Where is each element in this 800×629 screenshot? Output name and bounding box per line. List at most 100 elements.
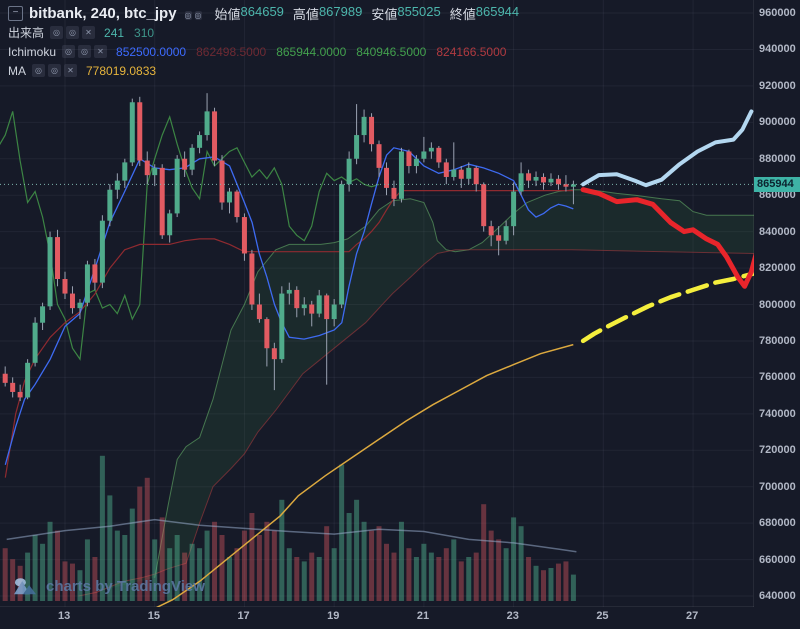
settings-icon[interactable]: ◎ xyxy=(78,45,92,58)
volume-bar xyxy=(2,548,8,601)
indicator-values: 778019.0833 xyxy=(86,64,166,78)
indicator-value: 862498.5000 xyxy=(196,44,267,59)
volume-bar xyxy=(271,530,277,601)
candle-up xyxy=(204,111,210,136)
volume-bar xyxy=(541,570,547,601)
collapse-legend-icon[interactable]: − xyxy=(8,6,23,21)
indicator-name[interactable]: 出来高 xyxy=(8,26,45,40)
volume-bar xyxy=(129,508,135,601)
volume-bar xyxy=(234,548,240,601)
senkou-a-line xyxy=(154,189,754,578)
senkou-b-line xyxy=(78,249,754,597)
candle-up xyxy=(421,151,427,159)
volume-bar xyxy=(451,539,457,601)
last-price-badge: 865944 xyxy=(754,176,800,192)
indicator-values: 852500.0000 862498.5000 865944.0000 840946.… xyxy=(116,45,516,59)
volume-bar xyxy=(122,535,128,601)
delete-icon[interactable]: ✕ xyxy=(64,64,77,77)
candle-up xyxy=(398,151,404,199)
drawing-red-trendline[interactable] xyxy=(580,187,756,289)
candle-down xyxy=(69,293,75,309)
price-axis[interactable]: 960000 940000 920000 900000 880000 860000 8400… xyxy=(754,0,800,607)
candle-up xyxy=(533,176,539,181)
volume-bar xyxy=(473,552,479,601)
candle-down xyxy=(458,169,464,179)
price-tick-label: 700000 xyxy=(759,480,796,493)
settings-icon[interactable]: ◎ xyxy=(48,64,61,77)
indicator-name[interactable]: MA xyxy=(8,63,26,78)
drawing-yellow-dashed-trendline[interactable] xyxy=(580,271,754,344)
visibility-icon[interactable]: ◎ xyxy=(62,45,76,58)
tradingview-watermark[interactable]: charts by TradingView xyxy=(12,575,205,597)
delete-icon[interactable]: ✕ xyxy=(94,45,108,58)
candle-down xyxy=(182,158,188,170)
volume-bar xyxy=(279,499,285,601)
volume-bar xyxy=(413,557,419,601)
tradingview-logo-icon xyxy=(14,578,36,595)
volume-bar xyxy=(496,539,502,601)
watermark-text: charts by TradingView xyxy=(46,577,205,595)
symbol-title[interactable]: bitbank, 240, btc_jpy xyxy=(29,5,177,22)
candle-up xyxy=(354,135,360,159)
volume-bar xyxy=(182,552,188,601)
volume-bar xyxy=(511,517,517,601)
visibility-icon[interactable]: ◎ xyxy=(32,64,45,77)
volume-bar xyxy=(436,557,442,601)
volume-bar xyxy=(488,530,494,601)
candle-down xyxy=(144,160,150,176)
settings-icon[interactable]: ◎ xyxy=(194,10,202,20)
candle-up xyxy=(518,173,524,192)
volume-bar xyxy=(398,521,404,601)
candle-down xyxy=(555,178,561,185)
indicator-rows: 出来高 ◎ ◎ ✕ 241 310 Ichimoku ◎ ◎ ✕ 852500.0000 862498… xyxy=(8,23,528,80)
candle-up xyxy=(548,178,554,183)
candle-up xyxy=(129,102,135,163)
ichimoku-cloud xyxy=(78,189,754,596)
time-tick-label: 19 xyxy=(327,610,340,622)
candle-down xyxy=(324,295,330,320)
indicator-name[interactable]: Ichimoku xyxy=(8,44,57,59)
volume-bar xyxy=(533,565,539,601)
ohlc-value: 865944 xyxy=(475,4,520,19)
volume-ma-line xyxy=(6,518,577,553)
time-tick-label: 23 xyxy=(506,610,519,622)
settings-icon[interactable]: ◎ xyxy=(66,26,80,39)
visibility-icon[interactable]: ◎ xyxy=(184,10,192,20)
volume-bar xyxy=(376,526,382,601)
candle-up xyxy=(189,147,195,170)
candle-up xyxy=(413,158,419,167)
candle-up xyxy=(570,184,576,187)
tenkan-line xyxy=(4,147,574,465)
candle-down xyxy=(443,162,449,177)
ohlc-label: 安値 xyxy=(371,7,398,22)
volume-bar xyxy=(406,548,412,601)
candle-up xyxy=(279,293,285,360)
time-tick-label: 25 xyxy=(596,610,609,622)
price-tick-label: 920000 xyxy=(759,79,796,92)
volume-bar xyxy=(555,563,561,601)
time-axis[interactable]: 13 15 17 19 21 23 25 27 xyxy=(0,607,800,629)
candle-down xyxy=(2,373,8,383)
indicator-row: Ichimoku ◎ ◎ ✕ 852500.0000 862498.5000 865944.… xyxy=(8,42,528,61)
candle-down xyxy=(376,144,382,168)
volume-bar xyxy=(421,543,427,601)
volume-bar xyxy=(84,539,90,601)
drawing-blue-trendline[interactable] xyxy=(581,109,754,188)
plot-area[interactable] xyxy=(0,0,756,629)
volume-bar xyxy=(309,552,315,601)
price-tick-label: 900000 xyxy=(759,116,796,129)
candle-up xyxy=(346,158,352,185)
candle-down xyxy=(10,382,16,392)
volume-bar xyxy=(92,557,98,601)
time-tick-label: 17 xyxy=(237,610,250,622)
candle-down xyxy=(391,187,397,199)
delete-icon[interactable]: ✕ xyxy=(82,26,96,39)
volume-bar xyxy=(361,521,367,601)
candle-down xyxy=(436,147,442,163)
candle-down xyxy=(55,237,61,279)
visibility-icon[interactable]: ◎ xyxy=(50,26,64,39)
price-tick-label: 820000 xyxy=(759,262,796,275)
candle-up xyxy=(32,322,38,363)
indicator-value: 852500.0000 xyxy=(116,44,187,59)
